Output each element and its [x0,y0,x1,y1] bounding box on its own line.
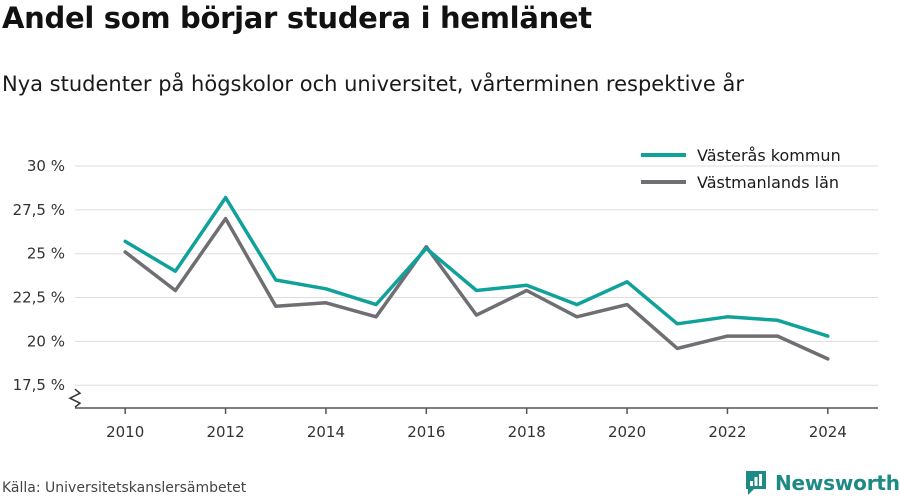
legend-label: Västmanlands län [697,173,839,192]
x-axis: 2010 2012 2014 2016 2018 2020 2022 2024 [75,407,878,441]
x-tick-label: 2014 [307,423,345,441]
axis-break-icon [68,388,82,408]
x-tick-label: 2012 [206,423,244,441]
series-lines [123,195,830,361]
x-tick-label: 2018 [508,423,546,441]
brand-name: Newsworthy [775,471,900,495]
x-tick-label: 2024 [809,423,847,441]
y-tick-label: 25 % [27,245,65,263]
series-line-1 [123,195,830,338]
y-tick-label: 17,5 % [13,376,65,394]
y-tick-label: 27,5 % [13,201,65,219]
x-tick-label: 2010 [106,423,144,441]
y-axis: 17,5 % 20 % 22,5 % 25 % 27,5 % 30 % [13,157,82,408]
legend-label: Västerås kommun [697,146,841,165]
y-tick-label: 22,5 % [13,289,65,307]
x-tick-label: 2016 [407,423,445,441]
x-tick-label: 2020 [608,423,646,441]
legend: Västerås kommun Västmanlands län [641,146,841,192]
brand-logo-group: Newsworthy [744,468,900,498]
line-chart: 17,5 %20 %22,5 %25 %27,5 %30 % 2010 2012 2… [13,146,878,441]
x-tick-label: 2022 [708,423,746,441]
grid-lines [75,165,878,386]
source-note: Källa: Universitetskanslersämbetet [2,480,247,496]
chart-title: Andel som börjar studera i hemlänet [2,1,592,35]
series-line-2 [123,216,830,361]
y-tick-label: 20 % [27,332,65,350]
newsworthy-logo-icon [746,471,766,495]
y-tick-label: 30 % [27,157,65,175]
chart-subtitle: Nya studenter på högskolor och universit… [2,72,744,96]
